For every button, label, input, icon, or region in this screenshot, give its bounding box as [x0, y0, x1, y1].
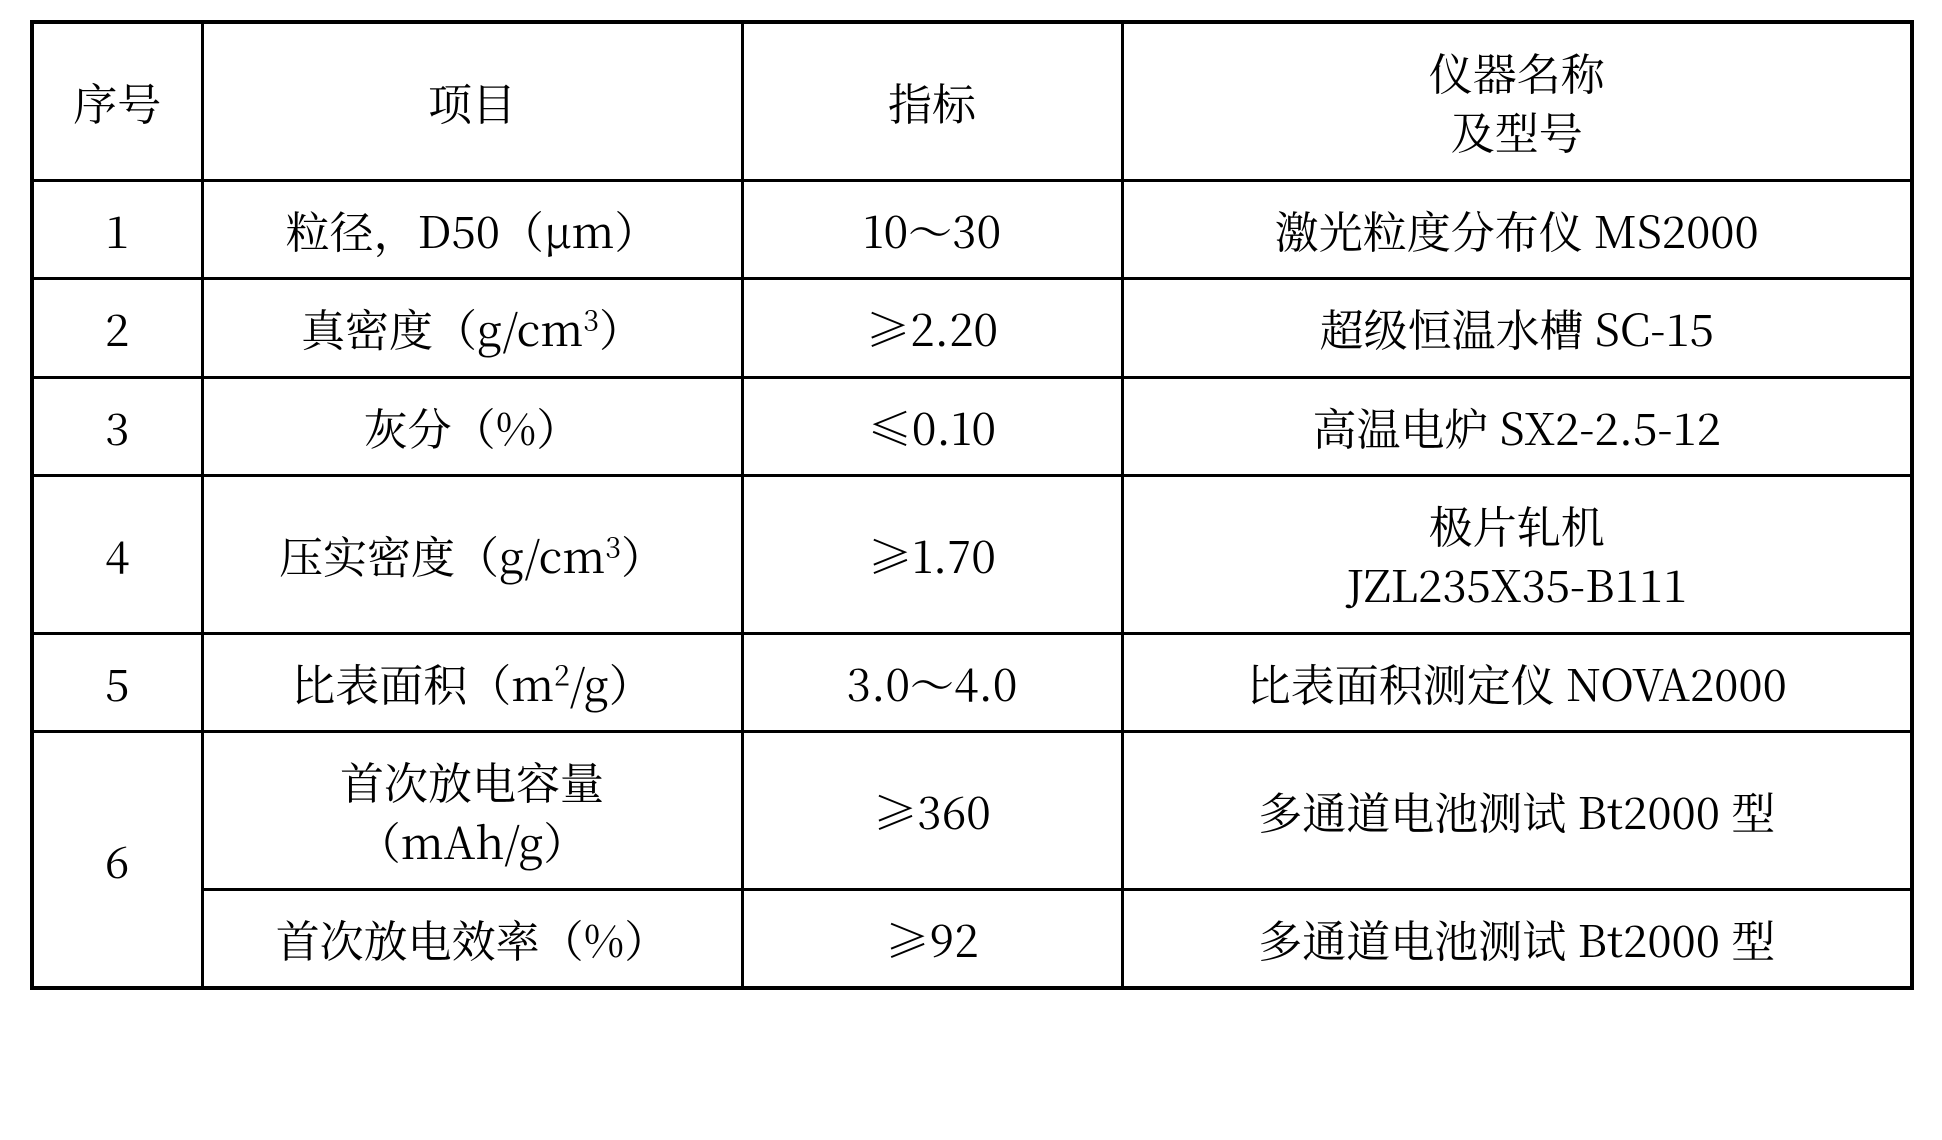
- cell-spec: ≤0.10: [742, 377, 1122, 475]
- cell-item: 真密度（g/cm3）: [202, 279, 742, 377]
- cell-spec: 10～30: [742, 180, 1122, 278]
- cell-instrument: 激光粒度分布仪 MS2000: [1122, 180, 1912, 278]
- cell-instrument: 多通道电池测试 Bt2000 型: [1122, 732, 1912, 890]
- cell-instrument: 超级恒温水槽 SC-15: [1122, 279, 1912, 377]
- table-container: 序号 项目 指标 仪器名称 及型号 1 粒径，D50（μm） 10～30 激光粒…: [0, 0, 1942, 1010]
- cell-instrument: 极片轧机JZL235X35-B111: [1122, 475, 1912, 633]
- header-index: 序号: [32, 22, 202, 180]
- cell-index: 4: [32, 475, 202, 633]
- header-instrument-line2: 及型号: [1451, 98, 1583, 162]
- header-instrument-line1: 仪器名称: [1429, 39, 1605, 103]
- header-instrument: 仪器名称 及型号: [1122, 22, 1912, 180]
- cell-instrument: 高温电炉 SX2-2.5-12: [1122, 377, 1912, 475]
- spec-table: 序号 项目 指标 仪器名称 及型号 1 粒径，D50（μm） 10～30 激光粒…: [30, 20, 1914, 990]
- cell-instrument: 比表面积测定仪 NOVA2000: [1122, 633, 1912, 731]
- cell-spec: ≥2.20: [742, 279, 1122, 377]
- table-row: 4 压实密度（g/cm3） ≥1.70 极片轧机JZL235X35-B111: [32, 475, 1912, 633]
- table-row: 1 粒径，D50（μm） 10～30 激光粒度分布仪 MS2000: [32, 180, 1912, 278]
- table-row: 2 真密度（g/cm3） ≥2.20 超级恒温水槽 SC-15: [32, 279, 1912, 377]
- header-item: 项目: [202, 22, 742, 180]
- table-header-row: 序号 项目 指标 仪器名称 及型号: [32, 22, 1912, 180]
- table-row: 首次放电效率（%） ≥92 多通道电池测试 Bt2000 型: [32, 889, 1912, 988]
- cell-item: 首次放电容量（mAh/g）: [202, 732, 742, 890]
- table-row: 3 灰分（%） ≤0.10 高温电炉 SX2-2.5-12: [32, 377, 1912, 475]
- cell-item: 首次放电效率（%）: [202, 889, 742, 988]
- cell-item: 比表面积（m2/g）: [202, 633, 742, 731]
- cell-index: 6: [32, 732, 202, 989]
- cell-item: 粒径，D50（μm）: [202, 180, 742, 278]
- cell-item: 压实密度（g/cm3）: [202, 475, 742, 633]
- cell-item: 灰分（%）: [202, 377, 742, 475]
- table-row: 6 首次放电容量（mAh/g） ≥360 多通道电池测试 Bt2000 型: [32, 732, 1912, 890]
- cell-index: 3: [32, 377, 202, 475]
- cell-spec: ≥92: [742, 889, 1122, 988]
- cell-index: 5: [32, 633, 202, 731]
- cell-index: 1: [32, 180, 202, 278]
- header-spec: 指标: [742, 22, 1122, 180]
- cell-spec: ≥360: [742, 732, 1122, 890]
- cell-spec: ≥1.70: [742, 475, 1122, 633]
- table-row: 5 比表面积（m2/g） 3.0～4.0 比表面积测定仪 NOVA2000: [32, 633, 1912, 731]
- cell-instrument: 多通道电池测试 Bt2000 型: [1122, 889, 1912, 988]
- cell-spec: 3.0～4.0: [742, 633, 1122, 731]
- cell-index: 2: [32, 279, 202, 377]
